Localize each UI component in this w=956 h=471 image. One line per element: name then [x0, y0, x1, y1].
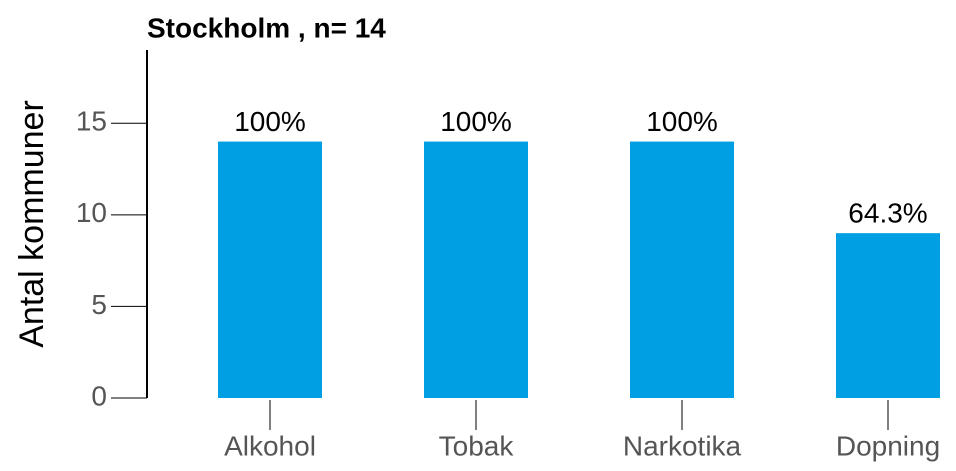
data-label: 100%	[234, 106, 306, 137]
bar	[424, 141, 528, 398]
chart-title: Stockholm , n= 14	[147, 12, 386, 43]
data-label: 64.3%	[848, 198, 927, 229]
data-label: 100%	[440, 106, 512, 137]
x-tick-label: Tobak	[439, 430, 515, 461]
y-axis-label: Antal kommuner	[13, 100, 51, 348]
y-tick-label: 10	[76, 197, 107, 228]
bar	[218, 141, 322, 398]
y-tick-label: 15	[76, 106, 107, 137]
y-tick-label: 0	[91, 380, 107, 411]
y-tick-label: 5	[91, 289, 107, 320]
bar	[630, 141, 734, 398]
x-tick-label: Narkotika	[623, 430, 742, 461]
x-tick-label: Dopning	[836, 430, 940, 461]
data-label: 100%	[646, 106, 718, 137]
bar	[836, 233, 940, 398]
x-tick-label: Alkohol	[224, 430, 316, 461]
